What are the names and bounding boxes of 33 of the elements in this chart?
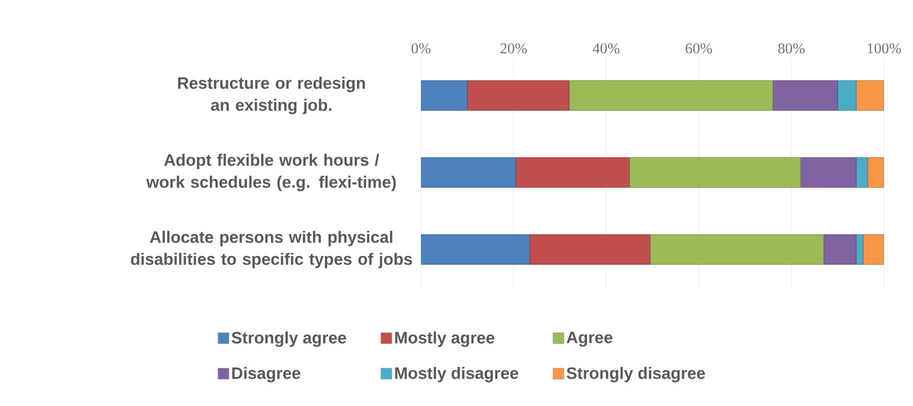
bar	[824, 234, 856, 265]
bar	[856, 234, 864, 265]
bar	[800, 157, 856, 188]
legend-label: Mostly agree	[395, 331, 494, 347]
bar	[421, 234, 530, 265]
y-tick-label: Adopt flexible work hours / work schedules (e.g. flexi-time)	[146, 154, 396, 192]
x-tick-label: 60%	[686, 43, 712, 54]
legend-label: Agree	[566, 332, 612, 347]
y-tick-label: Allocate persons with physical disabilities to specific types of jobs	[130, 230, 412, 268]
x-tick-label: 20%	[500, 43, 527, 54]
bar	[838, 80, 856, 111]
bar	[862, 234, 884, 265]
bar	[530, 234, 650, 265]
legend-label: Disagree	[232, 366, 300, 382]
bar	[772, 80, 838, 111]
x-tick-label: 0%	[412, 43, 430, 54]
bar	[568, 80, 774, 111]
x-tick-label: 40%	[592, 43, 620, 54]
legend-label: Strongly agree	[232, 331, 346, 347]
bar	[467, 80, 570, 111]
x-tick-label: 80%	[778, 43, 805, 54]
bar	[856, 80, 884, 111]
bar	[629, 157, 801, 188]
x-tick-label: 100%	[868, 43, 901, 54]
legend-label: Strongly disagree	[566, 366, 705, 382]
legend-label: Mostly disagree	[395, 366, 518, 382]
bar	[856, 157, 868, 188]
bar	[516, 157, 630, 188]
y-tick-label: Restructure or redesign an existing job.	[178, 76, 365, 114]
bar	[421, 80, 468, 111]
bar	[868, 157, 884, 188]
bar	[650, 234, 824, 265]
bar	[421, 157, 516, 188]
